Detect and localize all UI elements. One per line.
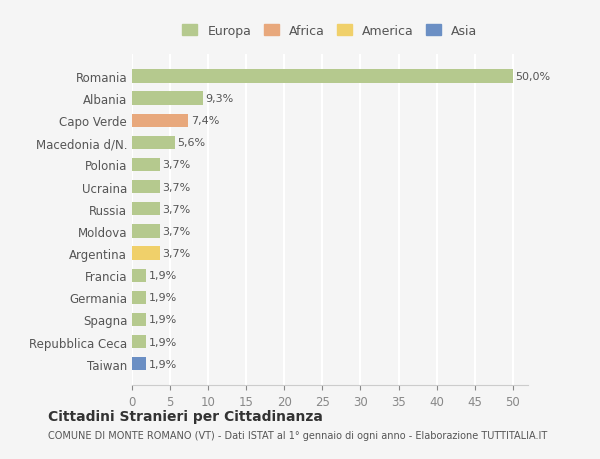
Text: COMUNE DI MONTE ROMANO (VT) - Dati ISTAT al 1° gennaio di ogni anno - Elaborazio: COMUNE DI MONTE ROMANO (VT) - Dati ISTAT… bbox=[48, 431, 547, 440]
Bar bbox=[132, 70, 513, 84]
Text: 1,9%: 1,9% bbox=[149, 270, 177, 280]
Text: 1,9%: 1,9% bbox=[149, 293, 177, 302]
Bar bbox=[132, 114, 188, 128]
Bar bbox=[132, 247, 160, 260]
Bar bbox=[132, 180, 160, 194]
Bar bbox=[132, 313, 146, 326]
Bar bbox=[132, 291, 146, 304]
Legend: Europa, Africa, America, Asia: Europa, Africa, America, Asia bbox=[176, 18, 484, 44]
Text: 1,9%: 1,9% bbox=[149, 315, 177, 325]
Bar bbox=[132, 225, 160, 238]
Text: 5,6%: 5,6% bbox=[177, 138, 205, 148]
Text: 1,9%: 1,9% bbox=[149, 337, 177, 347]
Bar bbox=[132, 202, 160, 216]
Text: 3,7%: 3,7% bbox=[163, 182, 191, 192]
Text: 3,7%: 3,7% bbox=[163, 160, 191, 170]
Text: 7,4%: 7,4% bbox=[191, 116, 219, 126]
Bar bbox=[132, 136, 175, 150]
Text: 3,7%: 3,7% bbox=[163, 248, 191, 258]
Bar bbox=[132, 335, 146, 348]
Text: 1,9%: 1,9% bbox=[149, 359, 177, 369]
Text: Cittadini Stranieri per Cittadinanza: Cittadini Stranieri per Cittadinanza bbox=[48, 409, 323, 423]
Text: 9,3%: 9,3% bbox=[205, 94, 233, 104]
Text: 3,7%: 3,7% bbox=[163, 226, 191, 236]
Bar bbox=[132, 92, 203, 106]
Text: 3,7%: 3,7% bbox=[163, 204, 191, 214]
Bar bbox=[132, 269, 146, 282]
Bar bbox=[132, 158, 160, 172]
Text: 50,0%: 50,0% bbox=[515, 72, 550, 82]
Bar bbox=[132, 357, 146, 370]
